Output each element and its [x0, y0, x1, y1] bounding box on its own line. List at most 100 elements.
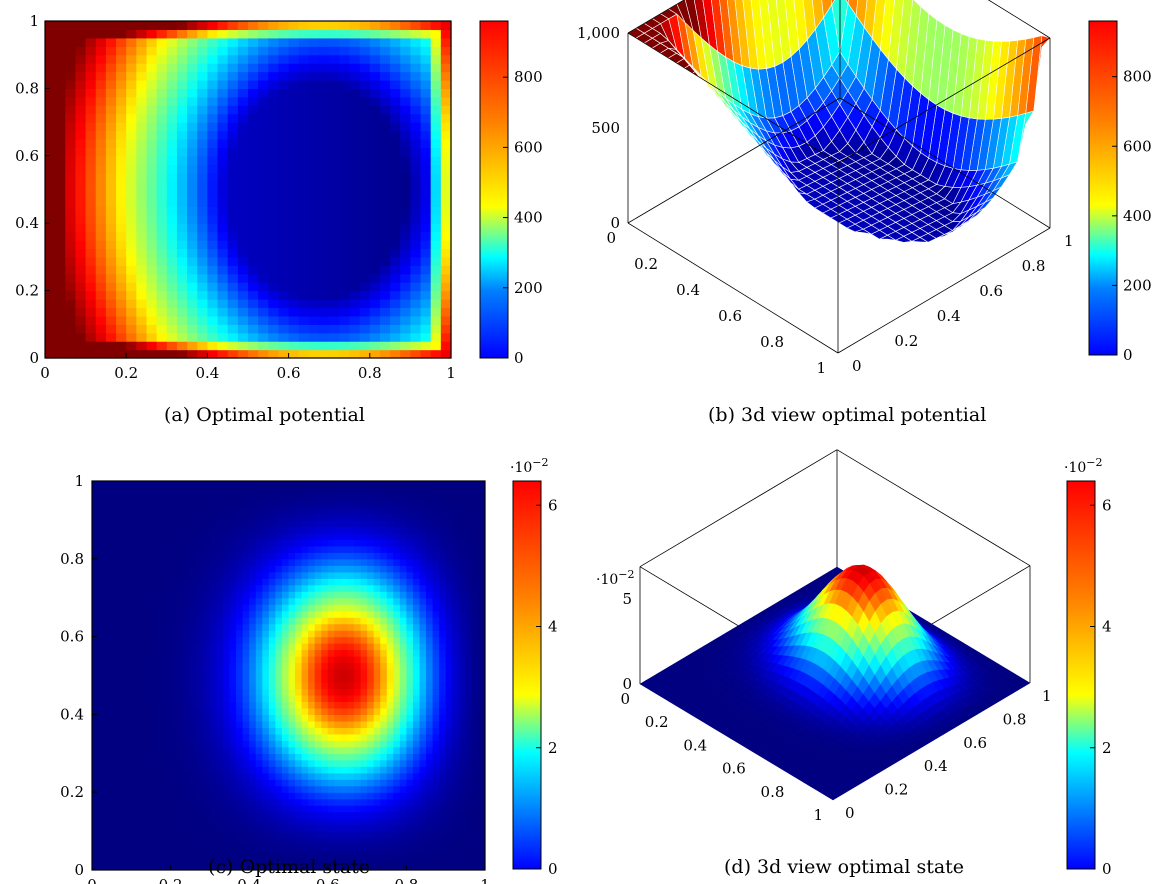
heat-cell [295, 818, 303, 826]
heat-cell [354, 733, 362, 741]
heat-cell [248, 214, 259, 224]
heat-cell [197, 181, 208, 191]
heat-cell [308, 29, 320, 39]
heat-cell [105, 669, 113, 677]
heat-cell [209, 792, 218, 800]
heat-cell [258, 265, 269, 275]
heat-cell [157, 571, 165, 579]
heat-cell [340, 630, 349, 638]
heat-cell [45, 164, 56, 174]
heat-cell [85, 29, 97, 39]
heat-cell [166, 130, 178, 140]
heat-cell [105, 617, 113, 625]
heat-cell [236, 759, 244, 767]
heat-cell [430, 138, 442, 148]
heat-cell [183, 584, 191, 592]
heat-cell [275, 688, 283, 696]
heat-cell [85, 113, 97, 123]
heat-cell [131, 591, 139, 599]
heat-cell [137, 610, 145, 618]
heat-cell [255, 837, 263, 845]
heat-cell [301, 649, 309, 657]
heat-cell [177, 623, 185, 631]
heat-cell [137, 532, 145, 540]
heat-cell [176, 113, 188, 123]
heat-cell [367, 552, 375, 560]
heat-cell [146, 299, 158, 309]
heat-cell [118, 649, 126, 657]
heat-cell [242, 649, 250, 657]
heat-cell [85, 46, 97, 56]
box-edge [627, 0, 685, 34]
heat-cell [177, 714, 185, 722]
heat-cell [369, 164, 381, 174]
heat-cell [105, 21, 117, 31]
heat-cell [369, 315, 381, 325]
heat-cell [278, 197, 290, 207]
heat-cell [92, 727, 100, 735]
heat-cell [95, 349, 107, 359]
heat-cell [131, 850, 139, 858]
heat-cell [170, 604, 178, 612]
heat-cell [410, 248, 422, 258]
heat-cell [347, 681, 355, 690]
heat-cell [209, 656, 218, 664]
heat-cell [216, 584, 224, 592]
heat-cell [347, 850, 355, 858]
heat-cell [196, 591, 204, 599]
heat-cell [367, 759, 375, 767]
heat-cell [229, 539, 237, 547]
heat-cell [295, 552, 303, 560]
heat-cell [400, 63, 411, 73]
heat-cell [170, 818, 178, 826]
heat-cell [262, 604, 270, 612]
heat-cell [105, 662, 113, 670]
heat-cell [196, 519, 204, 527]
heat-cell [197, 37, 208, 47]
heat-cell [118, 526, 126, 534]
heat-cell [430, 240, 442, 250]
heat-cell [367, 694, 375, 703]
heat-cell [249, 649, 257, 657]
heat-cell [203, 785, 211, 793]
heat-cell [314, 481, 322, 489]
heat-cell [124, 746, 132, 754]
heat-cell [367, 811, 375, 819]
heat-cell [209, 493, 218, 502]
heat-cell [111, 604, 119, 612]
heat-cell [197, 349, 208, 359]
heat-cell [354, 798, 362, 806]
heat-cell [227, 240, 239, 250]
heat-cell [319, 223, 330, 233]
heat-cell [197, 299, 208, 309]
heat-cell [349, 307, 361, 317]
heat-cell [275, 649, 283, 657]
heat-cell [207, 324, 219, 334]
heat-cell [430, 324, 442, 334]
heat-cell [156, 113, 168, 123]
heat-cell [124, 649, 132, 657]
heat-cell [410, 155, 422, 165]
heat-cell [281, 630, 290, 638]
heat-cell [183, 630, 191, 638]
heat-cell [301, 571, 309, 579]
heat-cell [295, 519, 303, 527]
heat-cell [236, 532, 244, 540]
heat-cell [105, 610, 113, 618]
heat-cell [347, 597, 355, 605]
heat-cell [379, 147, 391, 157]
heat-cell [334, 766, 342, 774]
heat-cell [400, 349, 411, 359]
heat-cell [440, 214, 452, 224]
heat-cell [105, 96, 117, 106]
heat-cell [236, 584, 244, 592]
heat-cell [196, 539, 204, 547]
heat-cell [118, 707, 126, 715]
heat-cell [118, 597, 126, 605]
heat-cell [137, 636, 145, 644]
heat-cell [440, 265, 452, 275]
heat-cell [373, 753, 381, 761]
heat-cell [217, 147, 229, 157]
heat-cell [136, 54, 148, 64]
heat-cell [118, 552, 126, 560]
